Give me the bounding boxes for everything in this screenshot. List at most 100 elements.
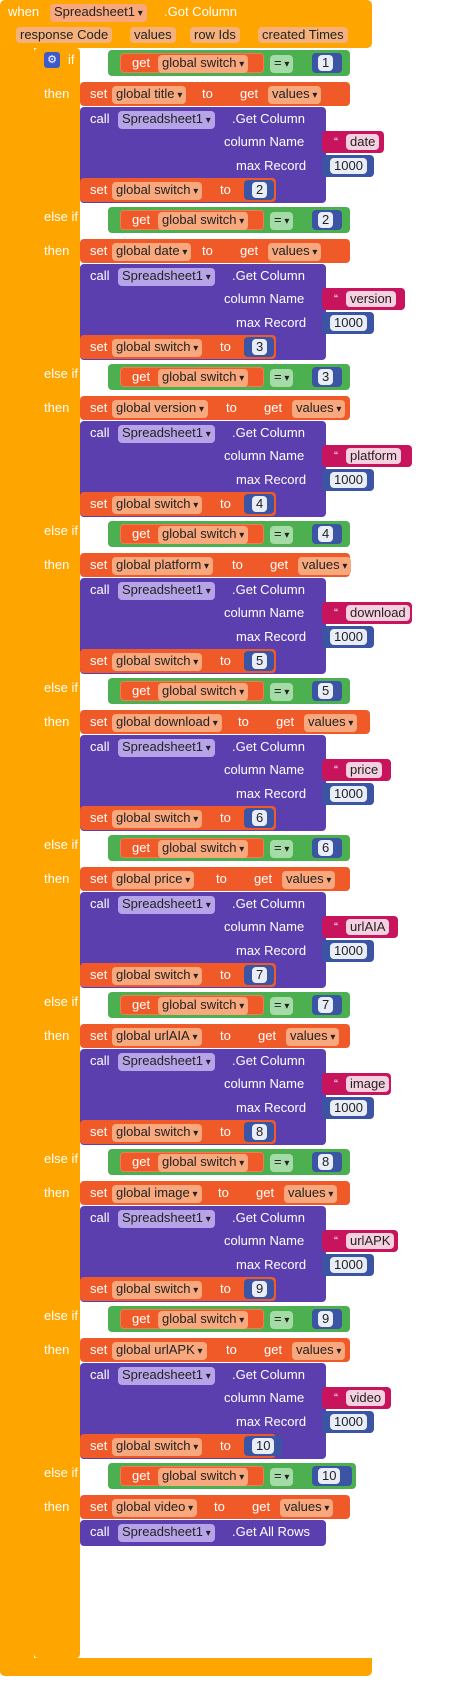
next-switch-value[interactable]: 9 (252, 1281, 268, 1297)
operator-dropdown[interactable]: = (270, 1468, 294, 1486)
max-record-value[interactable]: 1000 (330, 1100, 367, 1116)
set-target-dropdown[interactable]: global platform (112, 557, 214, 575)
set-target-dropdown[interactable]: global version (112, 400, 209, 418)
max-record-value[interactable]: 1000 (330, 315, 367, 331)
number-value[interactable]: 7 (318, 997, 334, 1013)
number-value[interactable]: 4 (318, 526, 334, 542)
call-component-dropdown[interactable]: Spreadsheet1 (118, 1053, 215, 1071)
max-record-value[interactable]: 1000 (330, 472, 367, 488)
column-text-value[interactable]: urlAIA (346, 919, 390, 935)
column-text-value[interactable]: platform (346, 448, 401, 464)
set-switch-dropdown[interactable]: global switch (112, 339, 203, 357)
set-target-dropdown[interactable]: global price (112, 871, 195, 889)
if-block-spine[interactable] (34, 48, 80, 1658)
operator-dropdown[interactable]: = (270, 1154, 294, 1172)
column-text-value[interactable]: price (346, 762, 383, 778)
number-value[interactable]: 1 (318, 55, 334, 71)
column-text-value[interactable]: video (346, 1390, 386, 1406)
get-values-dropdown[interactable]: values (280, 1499, 334, 1517)
max-record-value[interactable]: 1000 (330, 1414, 367, 1430)
variable-dropdown[interactable]: global switch (158, 840, 249, 858)
next-switch-value[interactable]: 10 (252, 1438, 275, 1454)
set-target-dropdown[interactable]: global video (112, 1499, 198, 1517)
set-target-dropdown[interactable]: global urlAPK (112, 1342, 207, 1360)
variable-dropdown[interactable]: global switch (158, 1468, 249, 1486)
next-switch-value[interactable]: 4 (252, 496, 268, 512)
max-record-value[interactable]: 1000 (330, 943, 367, 959)
get-values-dropdown[interactable]: values (282, 871, 336, 889)
variable-dropdown[interactable]: global switch (158, 1154, 249, 1172)
call-component-dropdown[interactable]: Spreadsheet1 (118, 1367, 215, 1385)
get-values-dropdown[interactable]: values (284, 1185, 338, 1203)
set-switch-dropdown[interactable]: global switch (112, 182, 203, 200)
set-target-dropdown[interactable]: global download (112, 714, 222, 732)
next-switch-value[interactable]: 6 (252, 810, 268, 826)
operator-dropdown[interactable]: = (270, 1311, 294, 1329)
set-switch-dropdown[interactable]: global switch (112, 496, 203, 514)
operator-dropdown[interactable]: = (270, 55, 294, 73)
column-text-value[interactable]: version (346, 291, 396, 307)
variable-dropdown[interactable]: global switch (158, 212, 249, 230)
next-switch-value[interactable]: 2 (252, 182, 268, 198)
number-value[interactable]: 5 (318, 683, 334, 699)
get-values-dropdown[interactable]: values (268, 86, 322, 104)
get-values-dropdown[interactable]: values (292, 1342, 346, 1360)
call-component-dropdown[interactable]: Spreadsheet1 (118, 268, 215, 286)
column-text-value[interactable]: date (346, 134, 380, 150)
get-values-dropdown[interactable]: values (304, 714, 358, 732)
column-text-value[interactable]: image (346, 1076, 390, 1092)
next-switch-value[interactable]: 7 (252, 967, 268, 983)
operator-dropdown[interactable]: = (270, 526, 294, 544)
max-record-value[interactable]: 1000 (330, 629, 367, 645)
get-values-dropdown[interactable]: values (292, 400, 346, 418)
variable-dropdown[interactable]: global switch (158, 1311, 249, 1329)
call-component-dropdown[interactable]: Spreadsheet1 (118, 1524, 215, 1542)
variable-dropdown[interactable]: global switch (158, 369, 249, 387)
get-values-dropdown[interactable]: values (298, 557, 352, 575)
operator-dropdown[interactable]: = (270, 840, 294, 858)
set-switch-dropdown[interactable]: global switch (112, 1124, 203, 1142)
next-switch-value[interactable]: 8 (252, 1124, 268, 1140)
call-component-dropdown[interactable]: Spreadsheet1 (118, 111, 215, 129)
number-value[interactable]: 9 (318, 1311, 334, 1327)
operator-dropdown[interactable]: = (270, 683, 294, 701)
max-record-value[interactable]: 1000 (330, 786, 367, 802)
event-param-3[interactable]: created Times (258, 27, 348, 43)
variable-dropdown[interactable]: global switch (158, 683, 249, 701)
variable-dropdown[interactable]: global switch (158, 997, 249, 1015)
number-value[interactable]: 10 (318, 1468, 341, 1484)
set-switch-dropdown[interactable]: global switch (112, 653, 203, 671)
set-target-dropdown[interactable]: global date (112, 243, 192, 261)
number-value[interactable]: 8 (318, 1154, 334, 1170)
call-component-dropdown[interactable]: Spreadsheet1 (118, 582, 215, 600)
column-text-value[interactable]: download (346, 605, 410, 621)
number-value[interactable]: 2 (318, 212, 334, 228)
operator-dropdown[interactable]: = (270, 997, 294, 1015)
number-value[interactable]: 3 (318, 369, 334, 385)
event-param-0[interactable]: response Code (16, 27, 113, 43)
column-text-value[interactable]: urlAPK (346, 1233, 395, 1249)
set-switch-dropdown[interactable]: global switch (112, 1281, 203, 1299)
operator-dropdown[interactable]: = (270, 369, 294, 387)
call-component-dropdown[interactable]: Spreadsheet1 (118, 425, 215, 443)
next-switch-value[interactable]: 5 (252, 653, 268, 669)
variable-dropdown[interactable]: global switch (158, 526, 249, 544)
call-component-dropdown[interactable]: Spreadsheet1 (118, 896, 215, 914)
event-param-1[interactable]: values (130, 27, 176, 43)
next-switch-value[interactable]: 3 (252, 339, 268, 355)
get-values-dropdown[interactable]: values (286, 1028, 340, 1046)
component-dropdown[interactable]: Spreadsheet1 (50, 4, 147, 22)
set-target-dropdown[interactable]: global image (112, 1185, 202, 1203)
get-values-dropdown[interactable]: values (268, 243, 322, 261)
set-switch-dropdown[interactable]: global switch (112, 967, 203, 985)
variable-dropdown[interactable]: global switch (158, 55, 249, 73)
operator-dropdown[interactable]: = (270, 212, 294, 230)
max-record-value[interactable]: 1000 (330, 158, 367, 174)
call-component-dropdown[interactable]: Spreadsheet1 (118, 739, 215, 757)
number-value[interactable]: 6 (318, 840, 334, 856)
set-target-dropdown[interactable]: global title (112, 86, 187, 104)
set-switch-dropdown[interactable]: global switch (112, 1438, 203, 1456)
event-param-2[interactable]: row Ids (190, 27, 240, 43)
max-record-value[interactable]: 1000 (330, 1257, 367, 1273)
mutator-gear-icon[interactable]: ⚙ (44, 52, 60, 68)
